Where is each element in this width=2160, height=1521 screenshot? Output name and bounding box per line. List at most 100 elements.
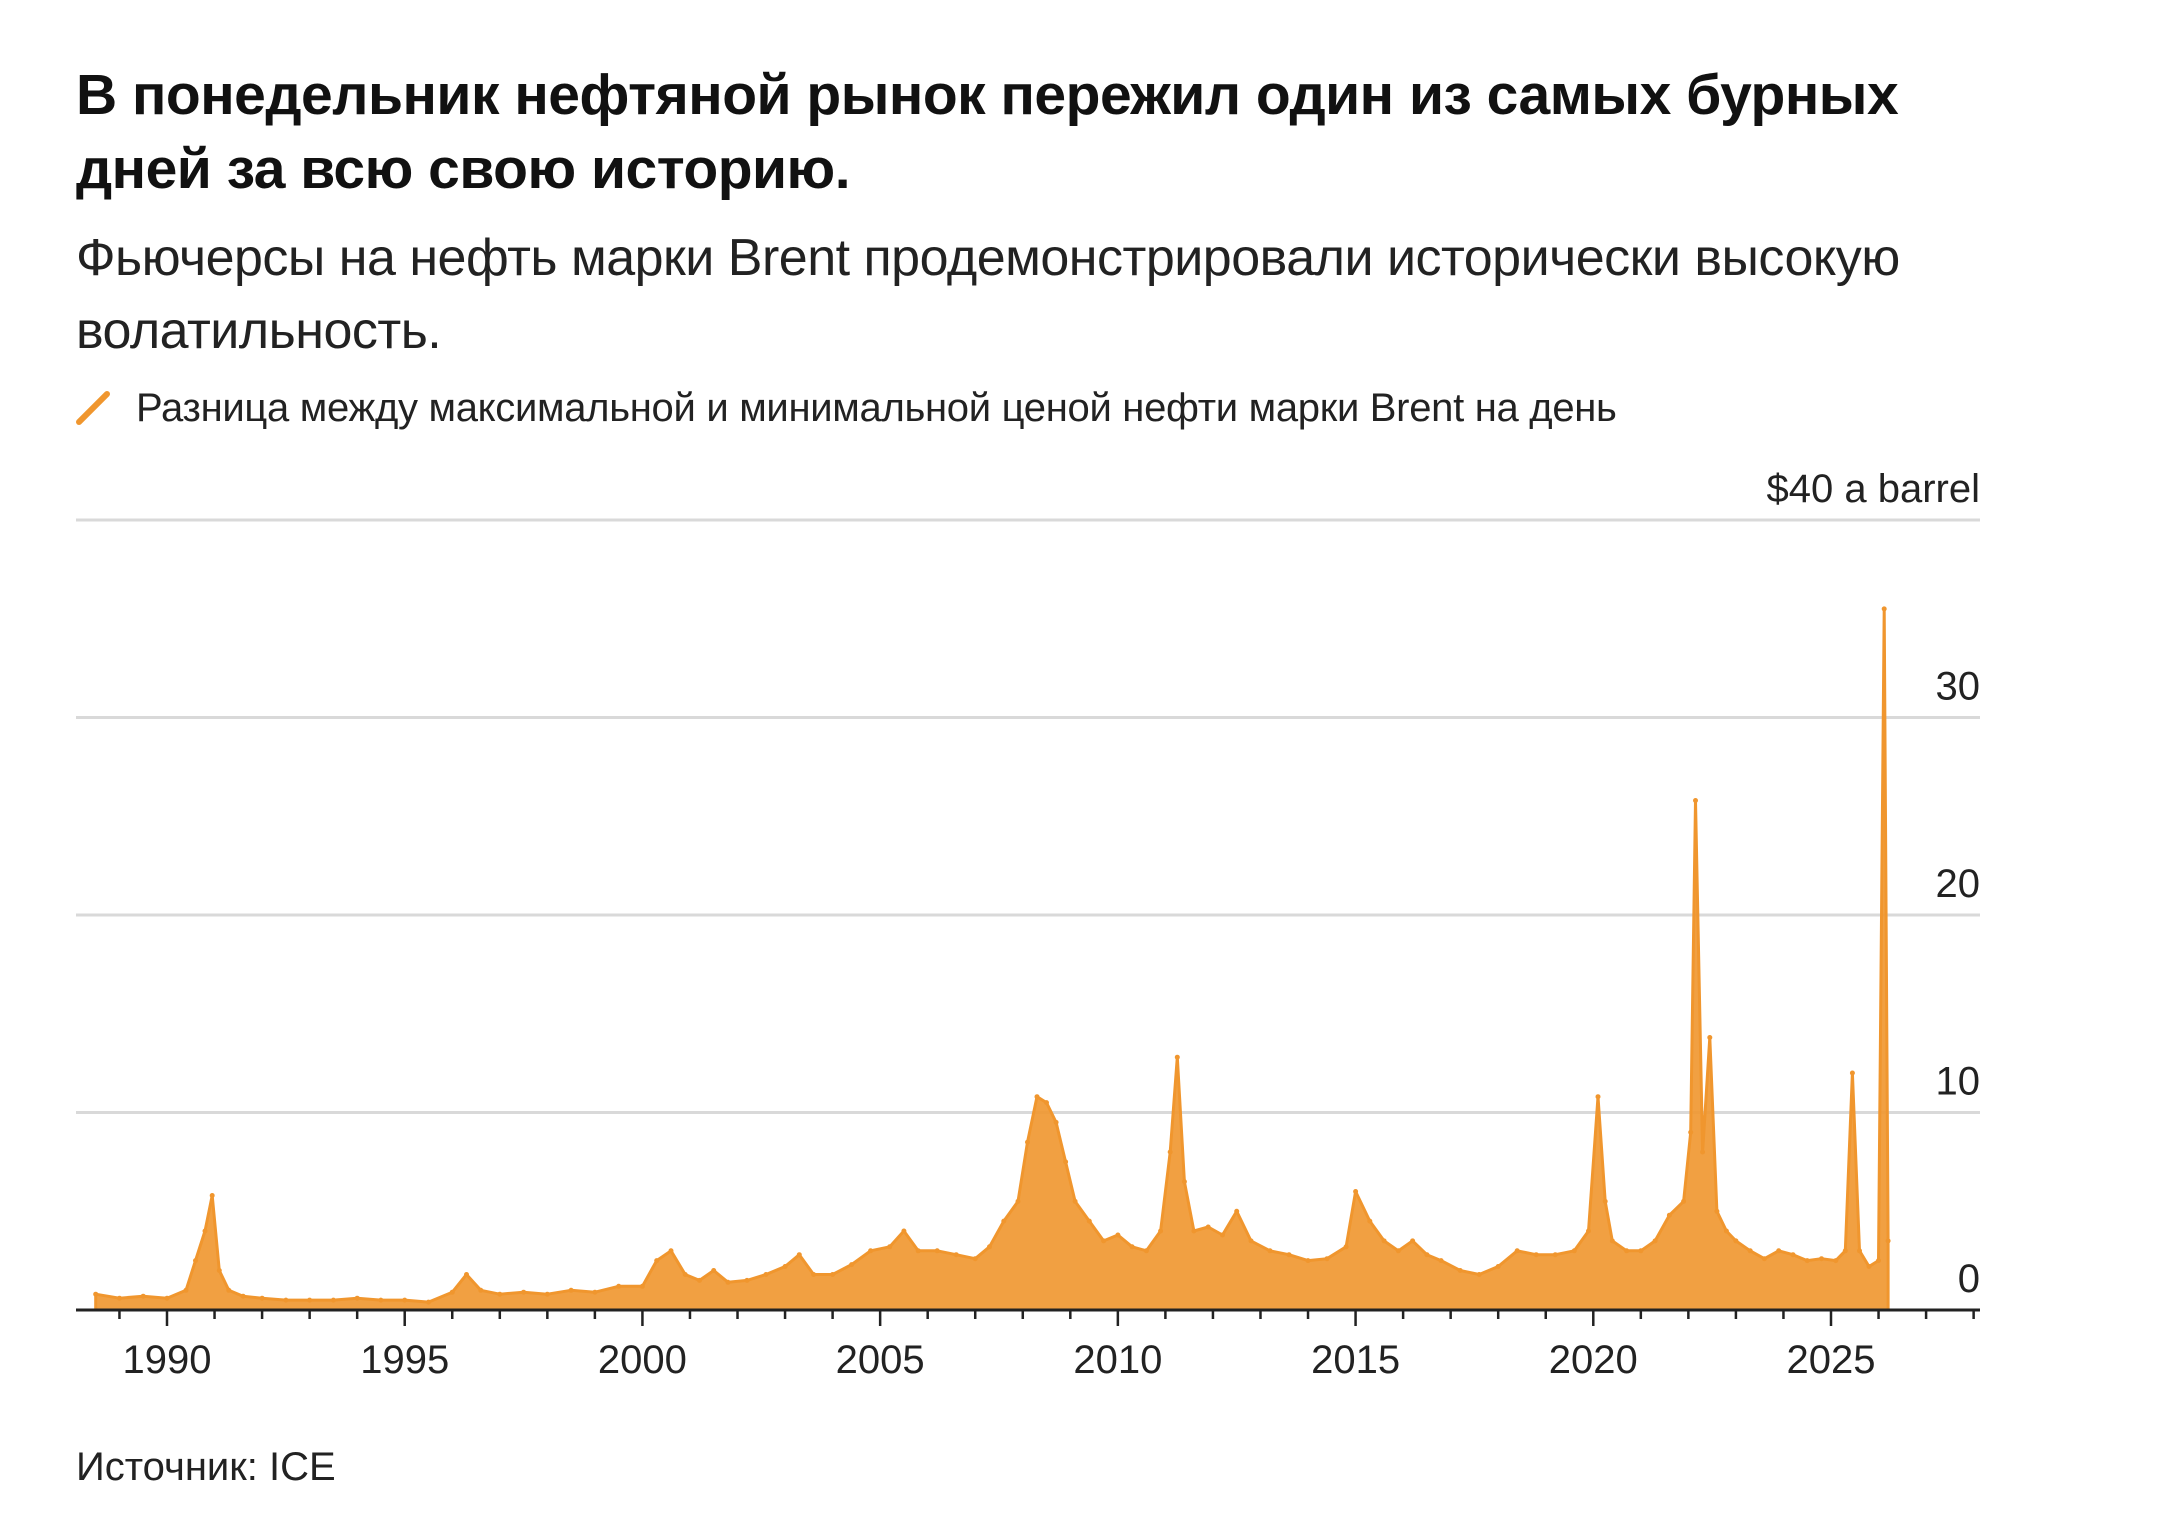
- series-point: [307, 1297, 313, 1303]
- series-point: [1833, 1258, 1839, 1264]
- series-point: [1693, 798, 1698, 803]
- series-point: [164, 1295, 170, 1301]
- series-point: [1876, 1258, 1881, 1264]
- series-point: [1533, 1252, 1539, 1258]
- series-point: [117, 1295, 122, 1301]
- series-point: [1733, 1238, 1739, 1244]
- series-point: [140, 1293, 146, 1299]
- series-point: [1034, 1094, 1040, 1100]
- series-point: [1666, 1212, 1672, 1218]
- series-point: [1424, 1252, 1430, 1258]
- series-point: [887, 1244, 893, 1250]
- series-point: [568, 1287, 574, 1293]
- series-point: [259, 1295, 265, 1301]
- series-point: [1514, 1248, 1520, 1254]
- series-point: [1776, 1248, 1782, 1254]
- chart-subtitle: Фьючерсы на нефть марки Brent продемонст…: [76, 229, 1900, 360]
- series-point: [1790, 1252, 1796, 1258]
- series-point: [1476, 1272, 1482, 1277]
- series-point: [1552, 1252, 1558, 1258]
- series-point: [330, 1297, 336, 1303]
- series-point: [1723, 1228, 1729, 1234]
- series-point: [1609, 1238, 1615, 1244]
- series-point: [1602, 1198, 1608, 1204]
- series-point: [209, 1193, 215, 1198]
- x-tick-label: 2015: [1311, 1338, 1400, 1382]
- series-point: [1819, 1256, 1824, 1262]
- series-point: [1438, 1258, 1444, 1264]
- series-point: [426, 1299, 431, 1305]
- series-point: [616, 1283, 622, 1289]
- series-point: [449, 1289, 455, 1295]
- series-point: [1367, 1218, 1373, 1224]
- series-point: [1167, 1149, 1173, 1155]
- series-point: [354, 1295, 360, 1301]
- series-point: [544, 1291, 550, 1297]
- x-tick-label: 2025: [1787, 1338, 1876, 1382]
- series-point: [915, 1248, 921, 1254]
- series-point: [1353, 1189, 1359, 1194]
- series-point: [464, 1272, 469, 1277]
- chart-plot: $40 a barrel 0 10 20 30 1990 1995 2000 2005 2010 2…: [76, 467, 1980, 1382]
- series-point: [697, 1277, 702, 1283]
- series-point: [283, 1297, 289, 1303]
- series-point: [1881, 606, 1887, 612]
- series-point: [868, 1248, 874, 1254]
- series-point: [1129, 1244, 1135, 1250]
- legend-swatch-line-icon: [76, 391, 110, 425]
- series-point: [1286, 1252, 1292, 1258]
- series-point: [901, 1228, 907, 1234]
- series-point: [1305, 1258, 1311, 1264]
- series-point: [521, 1289, 527, 1295]
- chart-legend: Разница между максимальной и минимальной…: [76, 378, 1617, 438]
- y-tick-label: 0: [1958, 1257, 1980, 1301]
- series-point: [1158, 1228, 1164, 1234]
- series-point: [497, 1291, 503, 1297]
- series-point: [1181, 1179, 1187, 1185]
- series-point: [1857, 1248, 1862, 1254]
- series-point: [1025, 1139, 1030, 1145]
- series-point: [1457, 1268, 1463, 1273]
- series-point: [744, 1277, 750, 1283]
- series-point: [93, 1291, 99, 1297]
- series-point: [183, 1287, 189, 1293]
- series-point: [1205, 1224, 1211, 1230]
- series-point: [1586, 1228, 1591, 1234]
- legend-label: Разница между максимальной и минимальной…: [136, 385, 1617, 430]
- series-point: [1681, 1198, 1687, 1204]
- x-tick-label: 2010: [1073, 1338, 1162, 1382]
- series-point: [1866, 1264, 1872, 1269]
- series-point: [1001, 1218, 1007, 1224]
- series-point: [1638, 1248, 1644, 1254]
- series-point: [1343, 1244, 1349, 1250]
- series-point: [682, 1272, 688, 1277]
- series-point: [1086, 1218, 1092, 1224]
- series-point: [1063, 1159, 1069, 1165]
- series-point: [987, 1244, 992, 1250]
- series-point: [1324, 1256, 1330, 1262]
- y-axis-unit-label: $40 a barrel: [1767, 467, 1980, 511]
- series-point: [202, 1228, 208, 1234]
- series-point: [1220, 1232, 1225, 1238]
- series-point: [1688, 1129, 1694, 1135]
- series-point: [1571, 1248, 1577, 1254]
- series-point: [1101, 1238, 1107, 1244]
- series-point: [1015, 1198, 1021, 1204]
- series-point: [1652, 1238, 1658, 1244]
- series-point: [193, 1258, 198, 1264]
- series-point: [796, 1252, 802, 1258]
- x-tick-label: 2005: [836, 1338, 925, 1382]
- series-point: [1267, 1248, 1273, 1254]
- chart-title: В понедельник нефтяной рынок пережил оди…: [76, 63, 1899, 201]
- series-point: [226, 1287, 232, 1293]
- series-point: [478, 1287, 484, 1293]
- series-point: [830, 1272, 836, 1277]
- series-area: [94, 607, 1890, 1312]
- series-point: [1495, 1264, 1501, 1269]
- series-point: [402, 1297, 408, 1303]
- x-tick-label: 2000: [598, 1338, 687, 1382]
- series-point: [1747, 1248, 1753, 1254]
- series-point: [1707, 1035, 1713, 1040]
- series-point: [592, 1289, 598, 1295]
